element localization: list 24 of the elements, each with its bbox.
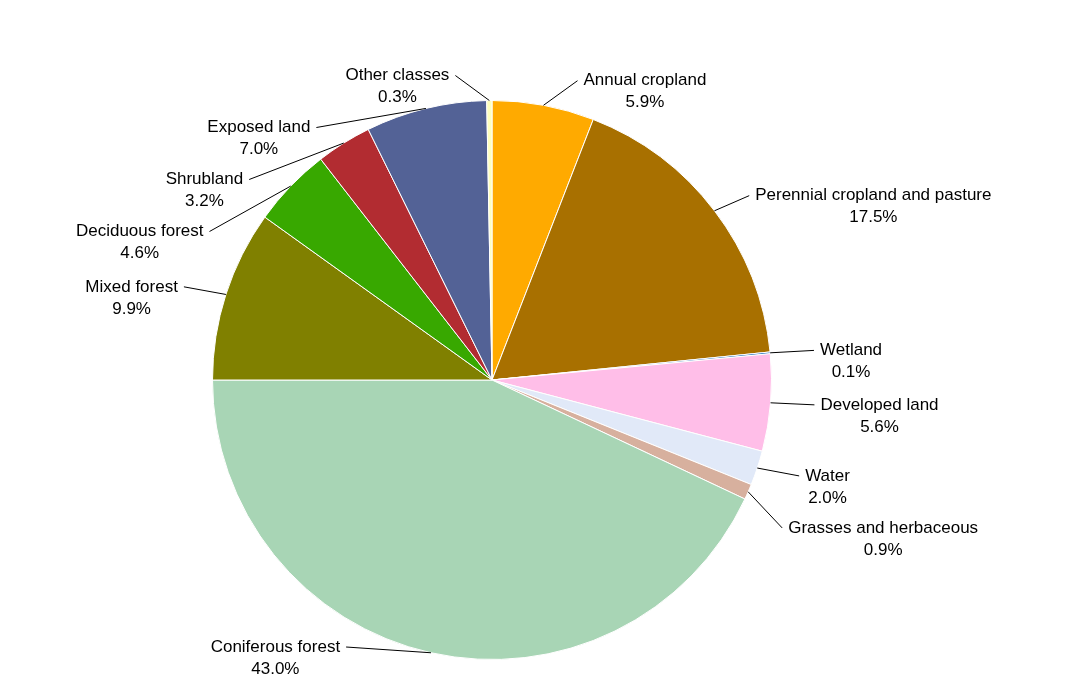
slice-label: Perennial cropland and pasture xyxy=(755,185,992,205)
slice-label: Other classes xyxy=(345,65,450,85)
slice-label: Developed land xyxy=(820,394,939,414)
data-label: 17.5% xyxy=(849,207,898,227)
data-label: 43.0% xyxy=(251,658,300,678)
data-label: 0.3% xyxy=(378,87,417,107)
slice-label: Mixed forest xyxy=(85,276,179,296)
slice-label: Shrubland xyxy=(165,169,244,189)
slice-label: Coniferous forest xyxy=(210,636,341,656)
slice-label: Grasses and herbaceous xyxy=(788,517,979,537)
data-label: 3.2% xyxy=(185,191,224,211)
data-label: 7.0% xyxy=(239,139,279,159)
data-label: 9.9% xyxy=(112,298,151,318)
data-label: 5.6% xyxy=(860,416,899,436)
slice-label: Wetland xyxy=(819,340,883,360)
data-label: 4.6% xyxy=(120,243,160,263)
data-label: 2.0% xyxy=(808,487,847,507)
slice-label: Exposed land xyxy=(207,117,311,137)
slice-label: Deciduous forest xyxy=(75,221,204,241)
slice-label: Water xyxy=(805,465,851,485)
slice-label: Annual cropland xyxy=(583,70,707,90)
data-label: 0.1% xyxy=(831,362,871,382)
data-label: 5.9% xyxy=(625,92,665,112)
data-label: 0.9% xyxy=(863,539,903,559)
